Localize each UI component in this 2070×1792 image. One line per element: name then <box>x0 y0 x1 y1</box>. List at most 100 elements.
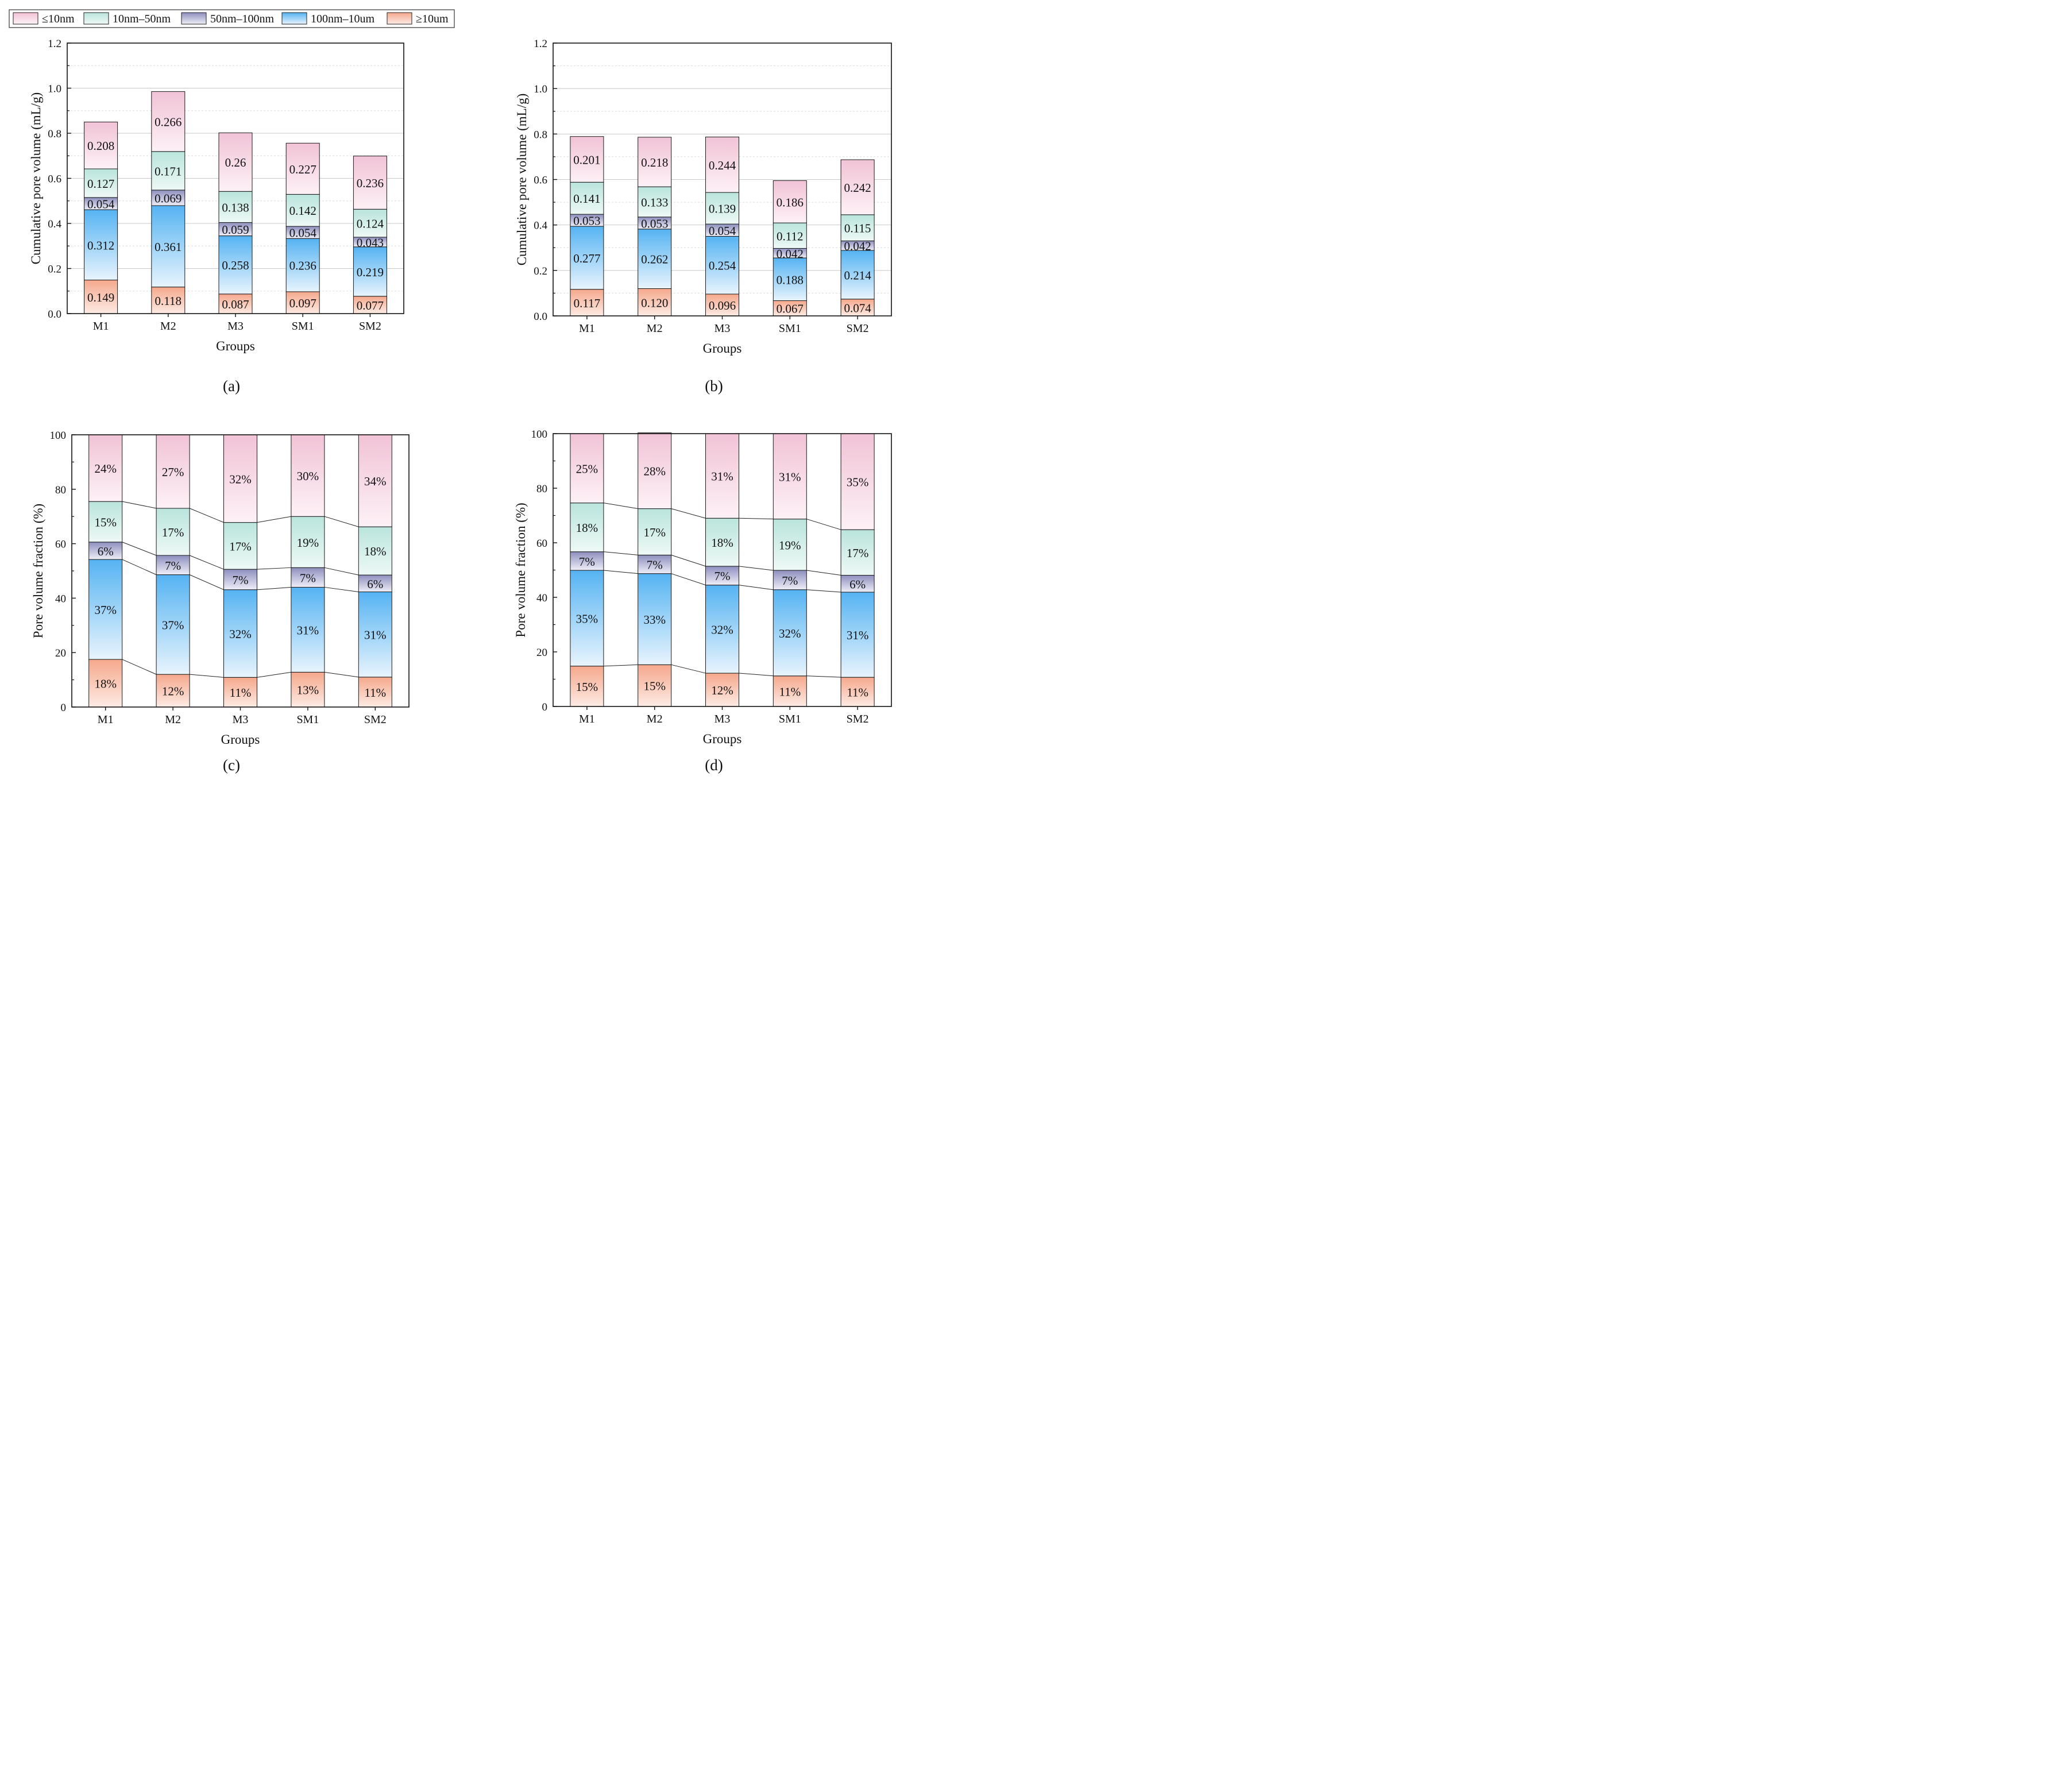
data-label: 0.26 <box>225 156 246 169</box>
connector-line <box>671 508 706 519</box>
y-tick-label: 0.6 <box>534 175 547 187</box>
x-tick-label-sm2: SM2 <box>847 322 869 335</box>
figure: ≤10nm 10nm–50nm 50nm–100nm 100nm–10um ≥10um … <box>9 9 892 774</box>
chart-c: 18% 12% 11% 13% 11% 37% 37% 32% 31% 31% 6% 7% 7% 7% 6%… <box>31 430 410 747</box>
x-tick-label-sm1: SM1 <box>292 320 314 333</box>
y-tick-label: 1.0 <box>48 83 61 95</box>
bar-m2-ge10um <box>156 674 190 708</box>
bar-m3-100nm-10um <box>218 235 253 295</box>
bar-m3-ge10um <box>705 673 739 707</box>
x-axis-title: Groups <box>216 339 255 353</box>
data-label: 15% <box>576 680 598 694</box>
y-axis-title: Cumulative pore volume (mL/g) <box>29 92 43 265</box>
bar-sm2-50nm-100nm <box>358 574 392 592</box>
bar-sm1-le10nm <box>773 180 807 223</box>
x-axis-title: Groups <box>221 732 260 747</box>
data-label: 0.149 <box>87 291 114 304</box>
x-tick-label-m1: M1 <box>579 713 595 725</box>
connector-line <box>324 586 359 592</box>
data-label: 0.242 <box>844 181 871 195</box>
bar-sm2-le10nm <box>358 434 392 527</box>
bar-sm1-le10nm <box>285 142 320 195</box>
y-tick-label: 20 <box>55 647 66 659</box>
bar-sm1-ge10um <box>285 291 320 314</box>
bar-m1-ge10um <box>570 289 604 316</box>
data-label: 0.227 <box>289 163 316 176</box>
data-label: 12% <box>162 685 184 698</box>
data-label: 0.141 <box>573 192 600 206</box>
x-tick-label-m3: M3 <box>227 320 244 333</box>
connector-line <box>603 503 638 509</box>
bar-sm2-le10nm <box>353 156 387 210</box>
data-label: 32% <box>779 627 801 640</box>
y-tick-label: 0.0 <box>534 311 547 323</box>
connector-line <box>324 567 359 576</box>
data-label: 0.186 <box>777 195 804 209</box>
y-tick-label: 0.6 <box>48 173 61 186</box>
x-tick-label-m1: M1 <box>93 320 109 333</box>
x-tick-label-sm2: SM2 <box>364 713 387 726</box>
legend-swatch-le10nm <box>13 12 38 25</box>
connector-line <box>257 567 291 570</box>
chart-d: 15% 15% 12% 11% 11% 35% 33% 32% 32% 31% 7% 7% 7% 7% 6%… <box>513 428 892 746</box>
panel-label-a: (a) <box>223 377 240 395</box>
bar-sm1-10nm-50nm <box>773 222 807 249</box>
connector-line <box>324 671 359 678</box>
legend-label-100nm-10um: 100nm–10um <box>311 13 375 25</box>
data-label: 0.053 <box>573 214 600 228</box>
bar-sm1-100nm-10um <box>291 586 325 673</box>
data-label: 17% <box>162 526 184 539</box>
x-tick-label-sm1: SM1 <box>779 322 801 335</box>
bar-m1-100nm-10um <box>88 559 123 660</box>
data-label: 19% <box>297 536 319 550</box>
bar-sm2-50nm-100nm <box>840 575 875 593</box>
data-label: 7% <box>300 571 316 585</box>
x-tick-label-m1: M1 <box>98 713 114 726</box>
y-tick-label: 100 <box>531 428 548 441</box>
data-label: 31% <box>847 628 869 642</box>
bar-m2-100nm-10um <box>156 574 190 675</box>
connector-line <box>806 675 841 678</box>
bar-m1-ge10um <box>84 280 118 314</box>
x-tick-label-sm1: SM1 <box>296 713 319 726</box>
x-tick-label-m3: M3 <box>233 713 249 726</box>
chart-a: 0.149 0.118 0.087 0.097 0.077 0.312 0.361 0.258… <box>29 38 404 353</box>
y-tick-label: 60 <box>55 539 66 551</box>
x-tick-label-m3: M3 <box>715 713 731 725</box>
bar-sm1-le10nm <box>773 433 807 520</box>
data-label: 0.118 <box>155 294 181 308</box>
y-axis-title: Pore volume fraction (%) <box>513 503 528 637</box>
y-tick-label: 1.2 <box>48 38 61 50</box>
y-tick-label: 0.8 <box>534 129 547 141</box>
y-axis-title: Pore volume fraction (%) <box>31 504 45 638</box>
bar-m3-ge10um <box>223 677 257 708</box>
data-label: 37% <box>94 603 117 617</box>
connector-line <box>603 551 638 555</box>
data-label: 15% <box>643 679 666 693</box>
bar-m1-50nm-100nm <box>88 542 123 560</box>
y-tick-label: 0.0 <box>48 308 61 320</box>
connector-line <box>122 501 157 509</box>
bar-m1-10nm-50nm <box>570 503 604 553</box>
x-tick-label-m2: M2 <box>647 713 663 725</box>
data-label: 0.171 <box>155 164 181 178</box>
connector-line <box>257 586 291 590</box>
bar-sm2-le10nm <box>840 159 875 215</box>
bar-sm2-ge10um <box>353 296 387 314</box>
data-label: 0.087 <box>222 298 249 311</box>
bar-m2-100nm-10um <box>151 205 186 288</box>
data-label: 0.277 <box>573 252 600 265</box>
bar-sm2-100nm-10um <box>840 592 875 678</box>
data-label: 0.138 <box>222 200 249 214</box>
data-label: 0.266 <box>155 115 181 129</box>
bar-m1-ge10um <box>570 666 604 707</box>
connector-line <box>806 570 841 576</box>
legend-swatch-100nm-10um <box>281 12 307 25</box>
data-label: 0.069 <box>155 191 181 205</box>
bar-m3-10nm-50nm <box>705 517 739 567</box>
x-tick-label-sm2: SM2 <box>359 320 381 333</box>
bar-m1-10nm-50nm <box>570 181 604 215</box>
bar-m2-le10nm <box>638 137 672 187</box>
x-tick-label-sm2: SM2 <box>847 713 869 725</box>
bar-m2-100nm-10um <box>638 573 672 665</box>
